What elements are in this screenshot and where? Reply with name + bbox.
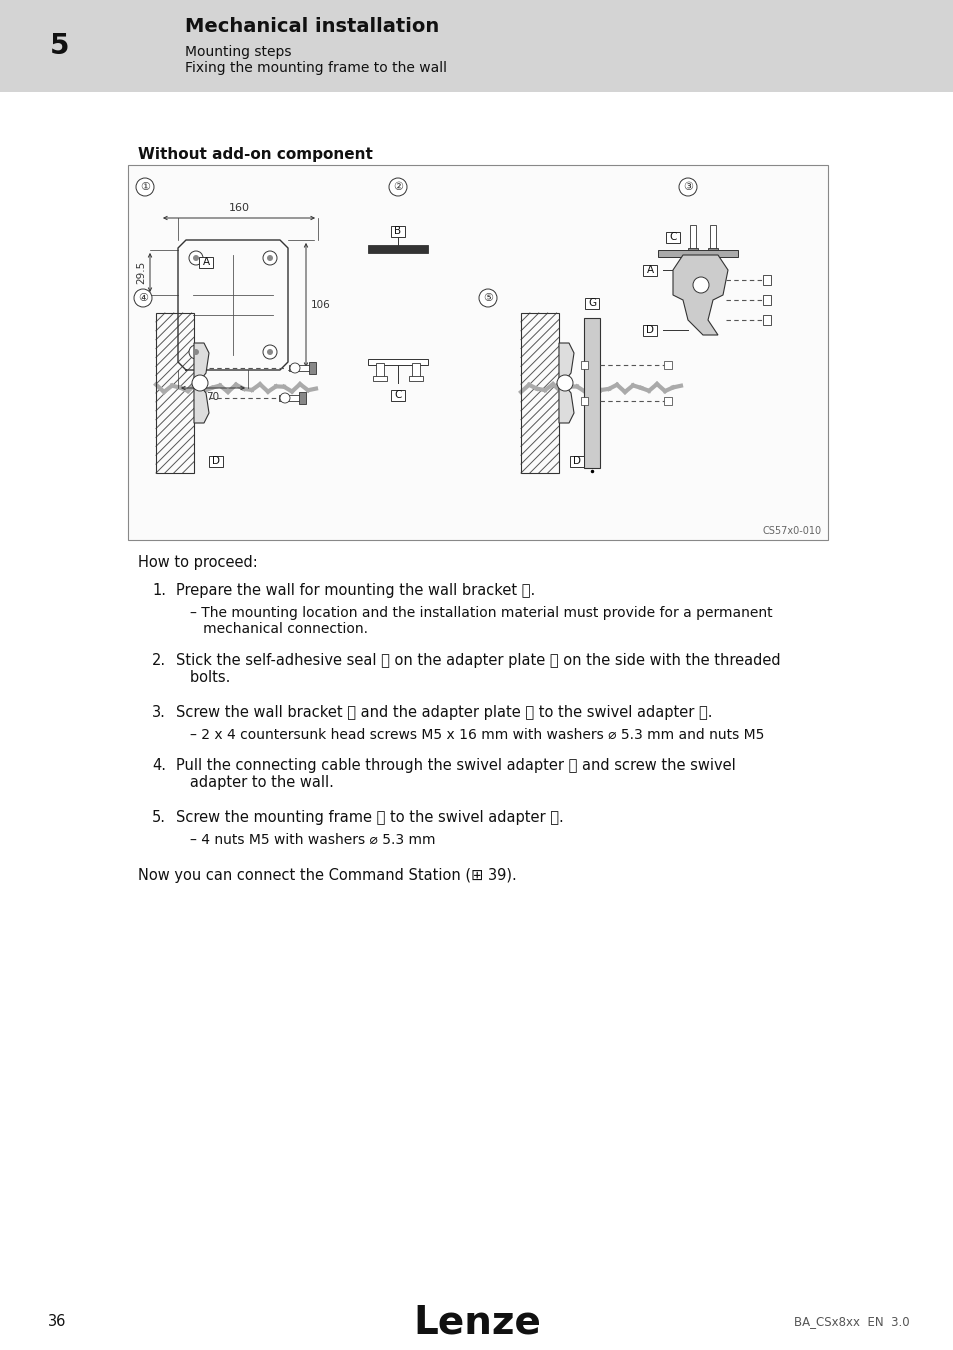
Text: Now you can connect the Command Station (⊞ 39).: Now you can connect the Command Station … xyxy=(138,868,517,883)
Bar xyxy=(762,315,770,325)
Text: Mounting steps: Mounting steps xyxy=(185,45,292,59)
Bar xyxy=(642,265,657,275)
Bar xyxy=(278,396,301,401)
Text: 1.: 1. xyxy=(152,583,166,598)
Text: ②: ② xyxy=(393,182,402,192)
Circle shape xyxy=(290,363,299,373)
Bar xyxy=(309,362,315,374)
Text: 5: 5 xyxy=(51,32,70,59)
Circle shape xyxy=(679,178,697,196)
Text: – 4 nuts M5 with washers ⌀ 5.3 mm: – 4 nuts M5 with washers ⌀ 5.3 mm xyxy=(190,833,435,846)
Bar xyxy=(658,250,738,256)
Text: BA_CSx8xx  EN  3.0: BA_CSx8xx EN 3.0 xyxy=(794,1315,909,1328)
Circle shape xyxy=(557,375,573,391)
Text: 3.: 3. xyxy=(152,705,166,720)
Bar xyxy=(199,256,213,267)
Circle shape xyxy=(263,346,276,359)
Bar xyxy=(412,363,419,377)
Text: 2.: 2. xyxy=(152,653,166,668)
Text: Stick the self-adhesive seal Ⓑ on the adapter plate Ⓒ on the side with the threa: Stick the self-adhesive seal Ⓑ on the ad… xyxy=(175,653,780,686)
Bar xyxy=(409,377,422,381)
Text: – The mounting location and the installation material must provide for a permane: – The mounting location and the installa… xyxy=(190,606,772,636)
Text: 4.: 4. xyxy=(152,757,166,774)
Text: D: D xyxy=(573,456,580,466)
Circle shape xyxy=(478,289,497,306)
Text: G: G xyxy=(587,298,596,308)
Text: ③: ③ xyxy=(682,182,692,192)
Text: Pull the connecting cable through the swivel adapter Ⓓ and screw the swivel
   a: Pull the connecting cable through the sw… xyxy=(175,757,735,790)
Text: ①: ① xyxy=(140,182,150,192)
Bar xyxy=(569,455,583,467)
Bar xyxy=(584,297,598,309)
Bar xyxy=(663,397,671,405)
Circle shape xyxy=(189,346,203,359)
Bar xyxy=(583,319,599,468)
Circle shape xyxy=(133,289,152,306)
Bar xyxy=(209,455,223,467)
Bar xyxy=(156,313,193,472)
Polygon shape xyxy=(193,343,209,423)
Bar xyxy=(689,225,696,250)
Circle shape xyxy=(692,277,708,293)
Bar xyxy=(128,165,827,540)
Bar xyxy=(580,397,587,405)
Bar xyxy=(391,225,405,236)
Bar xyxy=(665,231,679,243)
Text: A: A xyxy=(202,256,210,267)
Bar xyxy=(762,275,770,285)
Text: ④: ④ xyxy=(138,293,148,302)
Circle shape xyxy=(192,375,208,391)
Text: C: C xyxy=(394,390,401,400)
Text: 160: 160 xyxy=(229,202,250,213)
Circle shape xyxy=(389,178,407,196)
Text: – 2 x 4 countersunk head screws M5 x 16 mm with washers ⌀ 5.3 mm and nuts M5: – 2 x 4 countersunk head screws M5 x 16 … xyxy=(190,728,763,743)
Text: Prepare the wall for mounting the wall bracket Ⓐ.: Prepare the wall for mounting the wall b… xyxy=(175,583,535,598)
Bar xyxy=(0,0,953,92)
Text: Screw the mounting frame Ⓖ to the swivel adapter Ⓓ.: Screw the mounting frame Ⓖ to the swivel… xyxy=(175,810,563,825)
Circle shape xyxy=(267,350,273,355)
Text: Lenze: Lenze xyxy=(413,1303,540,1341)
Bar xyxy=(375,363,384,377)
Bar xyxy=(663,360,671,369)
Circle shape xyxy=(267,255,273,261)
Bar xyxy=(298,392,306,404)
Bar xyxy=(368,244,428,252)
Circle shape xyxy=(189,251,203,265)
Text: B: B xyxy=(394,225,401,236)
Bar xyxy=(642,324,657,336)
Circle shape xyxy=(193,350,199,355)
Bar xyxy=(762,296,770,305)
Bar xyxy=(687,248,698,252)
Bar xyxy=(391,390,405,401)
Bar xyxy=(520,313,558,472)
Text: 5.: 5. xyxy=(152,810,166,825)
Circle shape xyxy=(193,255,199,261)
Bar xyxy=(368,359,428,364)
Bar xyxy=(373,377,387,381)
Bar xyxy=(289,364,311,371)
Text: D: D xyxy=(645,325,654,335)
Bar xyxy=(709,225,716,250)
Text: How to proceed:: How to proceed: xyxy=(138,555,257,570)
Circle shape xyxy=(136,178,153,196)
Circle shape xyxy=(280,393,290,404)
Polygon shape xyxy=(558,343,574,423)
Text: Screw the wall bracket Ⓐ and the adapter plate Ⓒ to the swivel adapter Ⓓ.: Screw the wall bracket Ⓐ and the adapter… xyxy=(175,705,712,720)
Text: D: D xyxy=(212,456,220,466)
Text: 106: 106 xyxy=(311,300,331,310)
Text: Mechanical installation: Mechanical installation xyxy=(185,16,438,35)
Text: CS57x0-010: CS57x0-010 xyxy=(762,526,821,536)
Text: ⑤: ⑤ xyxy=(482,293,493,302)
Text: 70: 70 xyxy=(206,392,219,402)
Text: Fixing the mounting frame to the wall: Fixing the mounting frame to the wall xyxy=(185,61,447,76)
Text: A: A xyxy=(646,265,653,275)
Polygon shape xyxy=(672,255,727,335)
Text: 29.5: 29.5 xyxy=(136,261,146,284)
Text: Without add-on component: Without add-on component xyxy=(138,147,373,162)
Text: C: C xyxy=(669,232,676,242)
Circle shape xyxy=(263,251,276,265)
Text: 36: 36 xyxy=(48,1315,67,1330)
Bar xyxy=(580,360,587,369)
Bar xyxy=(707,248,718,252)
